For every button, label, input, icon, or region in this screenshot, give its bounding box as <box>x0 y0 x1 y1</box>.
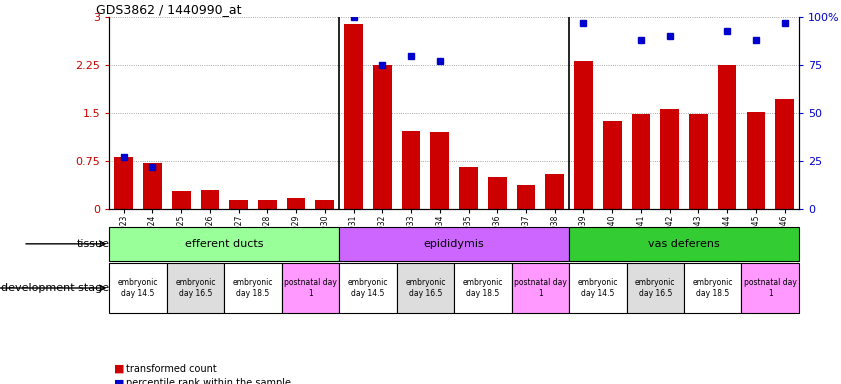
Bar <box>747 112 765 209</box>
Bar <box>603 121 621 209</box>
Bar <box>200 190 220 209</box>
Text: embryonic
day 18.5: embryonic day 18.5 <box>692 278 733 298</box>
Bar <box>114 157 133 209</box>
Text: development stage: development stage <box>1 283 109 293</box>
Text: embryonic
day 14.5: embryonic day 14.5 <box>578 278 618 298</box>
Bar <box>717 65 737 209</box>
Text: postnatal day
1: postnatal day 1 <box>284 278 337 298</box>
Bar <box>225 263 282 313</box>
Bar <box>167 263 225 313</box>
Bar <box>684 263 742 313</box>
Text: tissue: tissue <box>77 239 109 249</box>
Text: vas deferens: vas deferens <box>648 239 720 249</box>
Bar <box>511 263 569 313</box>
Text: postnatal day
1: postnatal day 1 <box>514 278 567 298</box>
Bar <box>339 227 569 261</box>
Bar <box>459 167 478 209</box>
Bar <box>431 132 449 209</box>
Bar <box>627 263 684 313</box>
Bar <box>339 263 397 313</box>
Bar <box>775 99 794 209</box>
Text: GDS3862 / 1440990_at: GDS3862 / 1440990_at <box>96 3 241 16</box>
Bar <box>315 200 334 209</box>
Bar <box>545 174 564 209</box>
Text: embryonic
day 16.5: embryonic day 16.5 <box>405 278 446 298</box>
Bar <box>258 200 277 209</box>
Bar <box>397 263 454 313</box>
Bar <box>109 263 167 313</box>
Text: ■: ■ <box>114 364 124 374</box>
Text: embryonic
day 16.5: embryonic day 16.5 <box>175 278 216 298</box>
Bar <box>282 263 339 313</box>
Bar <box>632 114 650 209</box>
Bar <box>574 61 593 209</box>
Bar <box>344 24 363 209</box>
Bar <box>230 200 248 209</box>
Bar <box>569 263 627 313</box>
Text: transformed count: transformed count <box>126 364 217 374</box>
Bar <box>569 227 799 261</box>
Text: percentile rank within the sample: percentile rank within the sample <box>126 378 291 384</box>
Text: embryonic
day 16.5: embryonic day 16.5 <box>635 278 675 298</box>
Text: embryonic
day 14.5: embryonic day 14.5 <box>118 278 158 298</box>
Bar <box>109 227 339 261</box>
Text: efferent ducts: efferent ducts <box>185 239 263 249</box>
Bar <box>488 177 506 209</box>
Bar <box>742 263 799 313</box>
Bar <box>516 185 536 209</box>
Text: postnatal day
1: postnatal day 1 <box>743 278 796 298</box>
Bar <box>287 198 305 209</box>
Bar <box>402 131 420 209</box>
Bar <box>373 65 392 209</box>
Text: embryonic
day 18.5: embryonic day 18.5 <box>233 278 273 298</box>
Text: embryonic
day 14.5: embryonic day 14.5 <box>347 278 389 298</box>
Text: epididymis: epididymis <box>424 239 484 249</box>
Bar <box>172 191 191 209</box>
Text: embryonic
day 18.5: embryonic day 18.5 <box>463 278 503 298</box>
Bar <box>143 163 161 209</box>
Bar <box>660 109 679 209</box>
Text: ■: ■ <box>114 378 124 384</box>
Bar <box>454 263 511 313</box>
Bar <box>689 114 708 209</box>
